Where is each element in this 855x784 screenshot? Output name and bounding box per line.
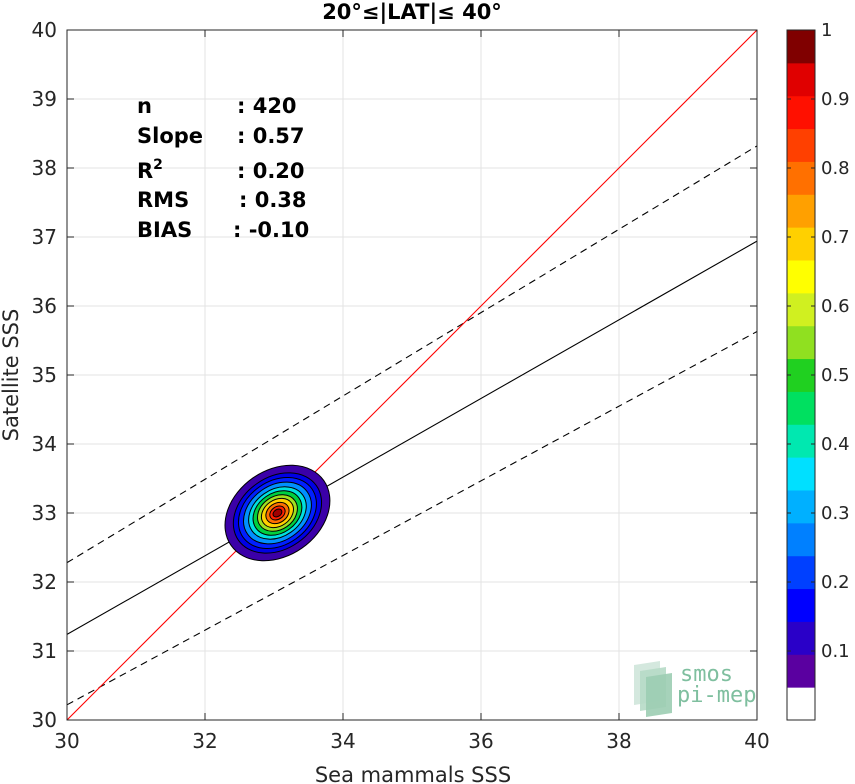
stat-value: : 420 bbox=[237, 94, 297, 118]
lower-bound-line bbox=[67, 331, 757, 706]
colorbar-segment bbox=[787, 358, 815, 392]
logo-text-line1: smos bbox=[680, 662, 733, 687]
y-tick-label: 32 bbox=[32, 570, 57, 594]
colorbar-segment bbox=[787, 260, 815, 294]
y-tick-label: 33 bbox=[32, 501, 57, 525]
colorbar-tick-label: 1 bbox=[821, 20, 832, 41]
colorbar-segment bbox=[787, 128, 815, 162]
y-tick-label: 31 bbox=[32, 639, 57, 663]
colorbar-tick-label: 0.6 bbox=[821, 296, 850, 317]
stat-value: : 0.57 bbox=[237, 124, 305, 148]
colorbar-segment bbox=[787, 95, 815, 130]
stat-value: : 0.20 bbox=[237, 159, 305, 183]
stat-value: : 0.38 bbox=[239, 188, 307, 212]
fit-line bbox=[67, 240, 757, 635]
colorbar-segment bbox=[787, 687, 815, 721]
colorbar-segment bbox=[787, 292, 815, 327]
colorbar-segment bbox=[787, 424, 815, 458]
upper-bound-line bbox=[67, 145, 757, 564]
chart-title: 20°≤|LAT|≤ 40° bbox=[322, 0, 502, 25]
colorbar-segment bbox=[787, 62, 815, 97]
stat-value: : -0.10 bbox=[233, 218, 309, 242]
x-tick-label: 40 bbox=[744, 729, 769, 753]
colorbar-segment bbox=[787, 588, 815, 622]
colorbar-tick-label: 0.1 bbox=[821, 641, 850, 662]
x-tick-label: 36 bbox=[468, 729, 493, 753]
x-axis-label: Sea mammals SSS bbox=[315, 763, 511, 784]
y-tick-label: 39 bbox=[32, 87, 57, 111]
stat-label: BIAS bbox=[137, 218, 192, 242]
colorbar-tick-label: 0.7 bbox=[821, 227, 850, 248]
y-tick-label: 36 bbox=[32, 294, 57, 318]
y-tick-label: 35 bbox=[32, 363, 57, 387]
colorbar-segment bbox=[787, 30, 815, 64]
colorbar-segment bbox=[787, 161, 815, 195]
colorbar-tick-label: 0.8 bbox=[821, 158, 850, 179]
plot-area: 30 32 34 36 38 40 30 31 32 33 34 35 36 37 38 39 40 n : 420… bbox=[32, 18, 770, 753]
stat-label: Slope bbox=[137, 124, 203, 148]
colorbar-segment bbox=[787, 325, 815, 360]
y-tick-label: 30 bbox=[32, 708, 57, 732]
colorbar-segment bbox=[787, 227, 815, 261]
colorbar-segment bbox=[787, 391, 815, 425]
colorbar-segment bbox=[787, 490, 815, 524]
colorbar-tick-label: 0.9 bbox=[821, 89, 850, 110]
x-tick-label: 32 bbox=[192, 729, 217, 753]
colorbar: 0.1 0.2 0.3 0.4 0.5 0.6 0.7 0.8 0.9 1 bbox=[786, 20, 850, 721]
density-contour-1 bbox=[272, 508, 283, 518]
colorbar-segment bbox=[787, 555, 815, 590]
x-tick-label: 38 bbox=[606, 729, 631, 753]
y-tick-label: 40 bbox=[32, 18, 57, 42]
logo-layer-icon bbox=[646, 673, 672, 717]
y-axis-label: Satellite SSS bbox=[0, 309, 23, 442]
x-tick-label: 30 bbox=[54, 729, 79, 753]
stat-label: n bbox=[137, 94, 152, 118]
colorbar-tick-label: 0.4 bbox=[821, 434, 850, 455]
colorbar-segment bbox=[787, 654, 815, 688]
colorbar-tick-label: 0.3 bbox=[821, 503, 850, 524]
identity-line bbox=[67, 30, 757, 720]
logo-text-line2: pi-mep bbox=[677, 683, 756, 708]
x-tick-label: 34 bbox=[330, 729, 355, 753]
colorbar-tick-label: 0.2 bbox=[821, 572, 850, 593]
colorbar-segment bbox=[787, 621, 815, 655]
y-tick-label: 34 bbox=[32, 432, 57, 456]
colorbar-segment bbox=[787, 457, 815, 491]
stat-label: RMS bbox=[137, 188, 189, 212]
density-contours bbox=[224, 464, 331, 562]
colorbar-segment bbox=[787, 522, 815, 557]
colorbar-segment bbox=[787, 194, 815, 228]
y-tick-label: 37 bbox=[32, 225, 57, 249]
y-tick-label: 38 bbox=[32, 156, 57, 180]
colorbar-tick-label: 0.5 bbox=[821, 365, 850, 386]
regression-lines bbox=[67, 30, 757, 720]
